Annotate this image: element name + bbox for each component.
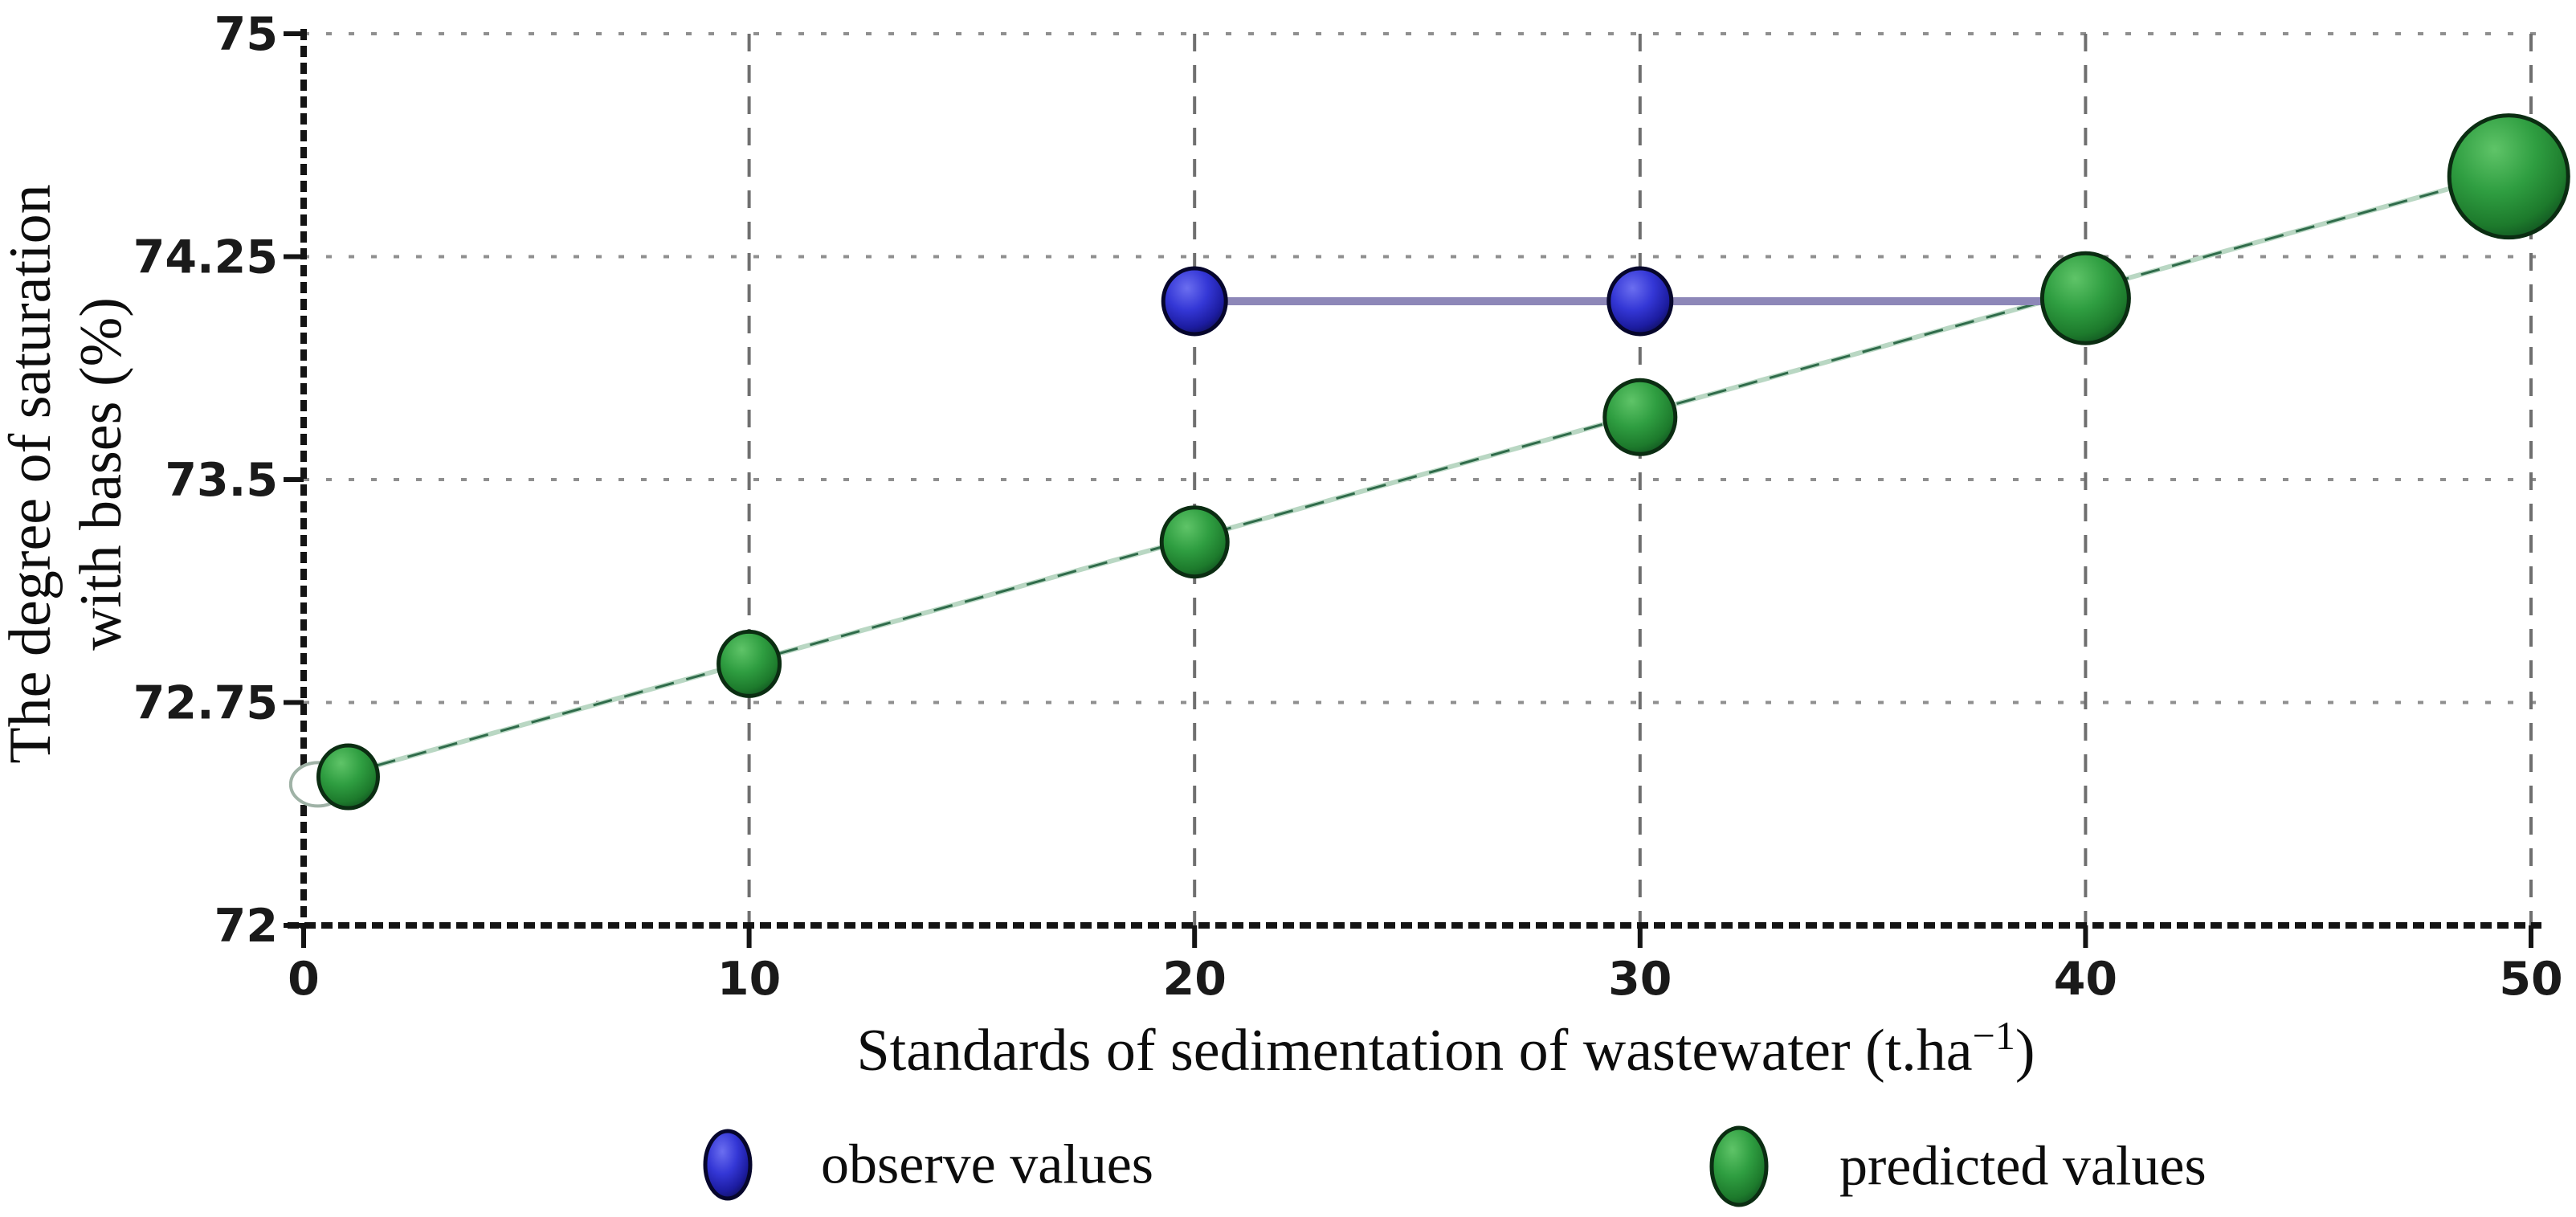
x-tick-label-40: 40 [2054,953,2117,1006]
x-tick-label-20: 20 [1163,953,1227,1006]
y-tick-label-73.5: 73.5 [165,454,278,507]
gridlines [304,32,2538,925]
predicted-values-point [2039,251,2131,345]
data-points [288,113,2570,811]
predicted-values-point [1602,378,1678,456]
x-tick-label-10: 10 [717,953,781,1006]
observe-values-point [1161,266,1228,337]
predicted-values-point [316,743,380,811]
legend: observe values predicted values [703,1125,2207,1207]
predicted-values-point [1159,505,1230,579]
legend-marker-predicted-values [1709,1125,1769,1207]
y-tick-label-72: 72 [214,900,278,953]
x-tick-label-50: 50 [2499,953,2562,1006]
y-tick-label-74.25: 74.25 [133,231,278,284]
axes [284,29,2541,948]
predicted-values-point [2447,113,2570,240]
y-tick-label-75: 75 [214,8,278,61]
x-tick-label-0: 0 [288,953,320,1006]
tick-labels: 72 72.75 73.5 74.25 75 0 10 20 30 40 50 [133,8,2563,1006]
trend-line [314,172,2505,784]
legend-marker-observe-values [703,1129,753,1201]
legend-label-predicted-values: predicted values [1839,1136,2207,1198]
y-tick-label-72.75: 72.75 [133,677,278,730]
x-axis-title: Standards of sedimentation of wastewater… [857,1013,2035,1084]
y-axis-title-line2: with bases (%) [68,297,134,651]
observe-values-point [1606,266,1674,337]
y-axis-title-line1: The degree of saturation [0,184,63,763]
x-tick-label-30: 30 [1608,953,1672,1006]
predicted-values-point [716,629,782,698]
legend-label-observe-values: observe values [821,1134,1153,1196]
